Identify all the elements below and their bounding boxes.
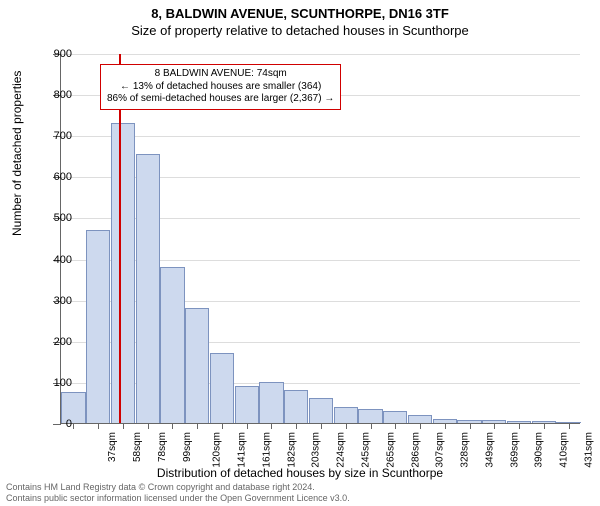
callout-line: 86% of semi-detached houses are larger (… bbox=[107, 93, 334, 106]
callout-line: 8 BALDWIN AVENUE: 74sqm bbox=[107, 68, 334, 81]
gridline bbox=[61, 54, 580, 55]
y-tick-label: 800 bbox=[32, 89, 72, 101]
x-tick bbox=[123, 423, 124, 429]
y-axis-label: Number of detached properties bbox=[10, 71, 24, 236]
y-tick-label: 600 bbox=[32, 171, 72, 183]
callout-line: ← 13% of detached houses are smaller (36… bbox=[107, 81, 334, 94]
x-tick bbox=[172, 423, 173, 429]
x-tick-label: 203sqm bbox=[311, 432, 322, 468]
footer-attribution: Contains HM Land Registry data © Crown c… bbox=[6, 482, 350, 504]
x-tick bbox=[445, 423, 446, 429]
y-tick-label: 0 bbox=[32, 418, 72, 430]
chart-title-main: 8, BALDWIN AVENUE, SCUNTHORPE, DN16 3TF bbox=[0, 6, 600, 21]
x-tick bbox=[420, 423, 421, 429]
chart-area: 37sqm58sqm78sqm99sqm120sqm141sqm161sqm18… bbox=[60, 54, 580, 424]
x-tick bbox=[148, 423, 149, 429]
x-tick-label: 99sqm bbox=[182, 432, 193, 462]
footer-line-2: Contains public sector information licen… bbox=[6, 493, 350, 504]
plot-area: 37sqm58sqm78sqm99sqm120sqm141sqm161sqm18… bbox=[60, 54, 580, 424]
histogram-bar bbox=[86, 230, 110, 423]
histogram-bar bbox=[210, 353, 234, 423]
x-tick bbox=[470, 423, 471, 429]
x-tick bbox=[544, 423, 545, 429]
x-tick bbox=[222, 423, 223, 429]
x-tick bbox=[519, 423, 520, 429]
x-tick-label: 431sqm bbox=[583, 432, 594, 468]
x-tick bbox=[346, 423, 347, 429]
y-tick-label: 300 bbox=[32, 295, 72, 307]
histogram-bar bbox=[284, 390, 308, 423]
histogram-bar bbox=[235, 386, 259, 423]
x-tick-label: 78sqm bbox=[157, 432, 168, 462]
x-tick-label: 349sqm bbox=[484, 432, 495, 468]
histogram-bar bbox=[136, 154, 160, 423]
x-tick-label: 265sqm bbox=[385, 432, 396, 468]
y-tick-label: 900 bbox=[32, 48, 72, 60]
histogram-bar bbox=[334, 407, 358, 423]
y-tick-label: 400 bbox=[32, 254, 72, 266]
y-tick-label: 500 bbox=[32, 212, 72, 224]
x-tick-label: 224sqm bbox=[336, 432, 347, 468]
x-tick-label: 410sqm bbox=[559, 432, 570, 468]
y-tick-label: 100 bbox=[32, 377, 72, 389]
x-tick-label: 245sqm bbox=[361, 432, 372, 468]
x-tick bbox=[494, 423, 495, 429]
x-tick bbox=[247, 423, 248, 429]
histogram-bar bbox=[160, 267, 184, 423]
x-tick bbox=[73, 423, 74, 429]
histogram-bar bbox=[358, 409, 382, 423]
x-tick-label: 369sqm bbox=[509, 432, 520, 468]
histogram-bar bbox=[309, 398, 333, 423]
x-axis-label: Distribution of detached houses by size … bbox=[0, 466, 600, 480]
chart-title-sub: Size of property relative to detached ho… bbox=[0, 23, 600, 38]
x-tick-label: 286sqm bbox=[410, 432, 421, 468]
x-tick-label: 141sqm bbox=[237, 432, 248, 468]
x-tick-label: 390sqm bbox=[534, 432, 545, 468]
x-tick-label: 328sqm bbox=[460, 432, 471, 468]
x-tick bbox=[321, 423, 322, 429]
histogram-bar bbox=[185, 308, 209, 423]
x-tick bbox=[371, 423, 372, 429]
x-tick bbox=[395, 423, 396, 429]
x-tick bbox=[197, 423, 198, 429]
x-tick-label: 307sqm bbox=[435, 432, 446, 468]
histogram-bar bbox=[383, 411, 407, 423]
x-tick bbox=[271, 423, 272, 429]
histogram-bar bbox=[259, 382, 283, 423]
x-tick-label: 58sqm bbox=[132, 432, 143, 462]
y-tick-label: 200 bbox=[32, 336, 72, 348]
x-tick bbox=[98, 423, 99, 429]
x-tick bbox=[569, 423, 570, 429]
x-tick-label: 182sqm bbox=[286, 432, 297, 468]
callout-box: 8 BALDWIN AVENUE: 74sqm← 13% of detached… bbox=[100, 64, 341, 110]
histogram-bar bbox=[111, 123, 135, 423]
x-tick-label: 120sqm bbox=[212, 432, 223, 468]
x-tick-label: 161sqm bbox=[262, 432, 273, 468]
x-tick bbox=[296, 423, 297, 429]
x-tick-label: 37sqm bbox=[107, 432, 118, 462]
gridline bbox=[61, 136, 580, 137]
footer-line-1: Contains HM Land Registry data © Crown c… bbox=[6, 482, 350, 493]
y-tick-label: 700 bbox=[32, 130, 72, 142]
histogram-bar bbox=[408, 415, 432, 423]
